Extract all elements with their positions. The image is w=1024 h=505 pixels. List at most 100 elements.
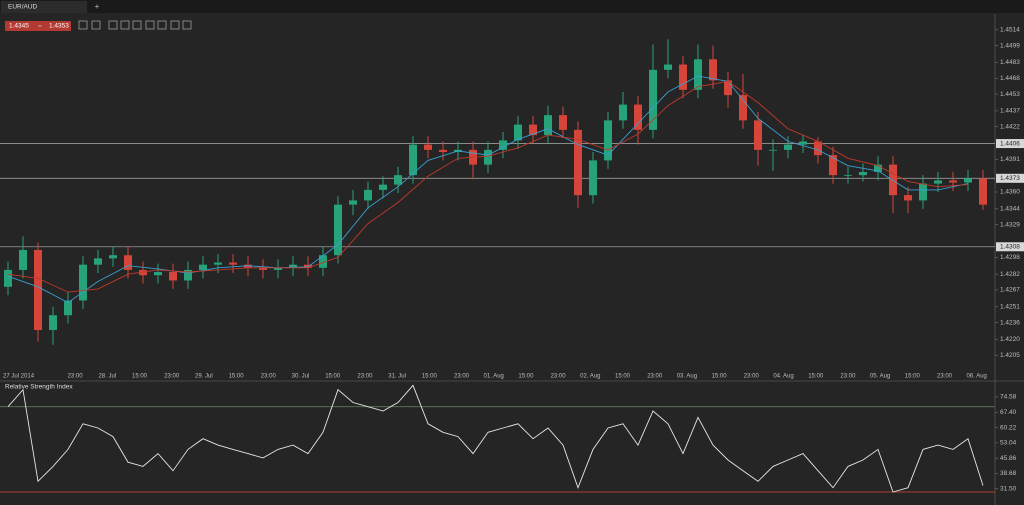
tab-title[interactable]: EUR/AUD: [8, 4, 38, 11]
x-tick-label: 01. Aug: [484, 374, 504, 380]
x-tick-label: 23:00: [937, 374, 953, 380]
candle-body: [289, 264, 297, 268]
candle-body: [4, 269, 12, 287]
tab[interactable]: [1, 1, 87, 13]
candle-body: [724, 80, 732, 96]
rsi-title: Relative Strength Index: [5, 384, 73, 391]
y-tick-label: 74.58: [1000, 394, 1017, 401]
candle-body: [349, 200, 357, 205]
x-tick-label: 15:00: [905, 374, 921, 380]
x-tick-label: 06. Aug: [967, 374, 987, 380]
candle-body: [529, 124, 537, 136]
x-tick-label: 15:00: [615, 374, 631, 380]
y-tick-label: 1.4251: [1000, 304, 1020, 311]
candle-body: [199, 264, 207, 270]
y-tick-label: 1.4298: [1000, 254, 1020, 261]
x-tick-label: 15:00: [229, 374, 245, 380]
candle-body: [604, 120, 612, 161]
y-tick-label: 1.4391: [1000, 156, 1020, 163]
candle-body: [874, 164, 882, 172]
y-tick-label: 1.4483: [1000, 59, 1020, 66]
x-tick-label: 23:00: [647, 374, 663, 380]
objects-button[interactable]: [157, 20, 167, 30]
level-label: 1.4406: [1000, 140, 1020, 147]
candle-body: [769, 149, 777, 151]
candle-body: [244, 264, 252, 268]
level-label-box: [996, 139, 1024, 149]
x-tick-label: 23:00: [840, 374, 856, 380]
chart-type-button[interactable]: [108, 20, 118, 30]
candle-body: [499, 140, 507, 150]
x-tick-label: 30. Jul: [292, 374, 310, 380]
y-tick-label: 1.4282: [1000, 271, 1020, 278]
y-tick-label: 1.4422: [1000, 123, 1020, 130]
level-label: 1.4308: [1000, 243, 1020, 250]
draw-button[interactable]: [182, 20, 192, 30]
y-tick-label: 1.4453: [1000, 91, 1020, 98]
candle-body: [49, 315, 57, 330]
candle-body: [34, 249, 42, 330]
candle-body: [844, 175, 852, 176]
x-tick-label: 05. Aug: [870, 374, 890, 380]
y-tick-label: 1.4437: [1000, 108, 1020, 115]
x-tick-label: 15:00: [325, 374, 341, 380]
candle-body: [364, 189, 372, 201]
candle-body: [79, 264, 87, 301]
y-tick-label: 67.40: [1000, 409, 1017, 416]
quote-icon: ⇔: [37, 24, 43, 30]
zoom-out-button[interactable]: [91, 20, 101, 30]
x-tick-label: 15:00: [422, 374, 438, 380]
candle-body: [634, 104, 642, 130]
x-tick-label: 29. Jul: [195, 374, 213, 380]
y-tick-label: 1.4360: [1000, 189, 1020, 196]
candle-body: [979, 178, 987, 205]
candle-body: [619, 104, 627, 121]
candle-body: [154, 272, 162, 276]
candle-body: [259, 267, 267, 270]
settings-button[interactable]: [170, 20, 180, 30]
y-tick-label: 1.4236: [1000, 319, 1020, 326]
candle-body: [754, 120, 762, 150]
x-tick-label: 15:00: [808, 374, 824, 380]
y-tick-label: 45.86: [1000, 455, 1017, 462]
candle-body: [784, 144, 792, 150]
y-tick-label: 1.4468: [1000, 75, 1020, 82]
x-tick-label: 15:00: [518, 374, 534, 380]
candle-body: [124, 255, 132, 270]
x-tick-label: 28. Jul: [98, 374, 116, 380]
candle-body: [439, 149, 447, 152]
x-tick-label: 31. Jul: [388, 374, 406, 380]
candle-body: [574, 129, 582, 196]
new-tab-button[interactable]: +: [95, 2, 100, 11]
candle-body: [409, 144, 417, 176]
candle-body: [664, 64, 672, 70]
candle-body: [19, 249, 27, 270]
level-label-box: [996, 173, 1024, 183]
period-button[interactable]: [120, 20, 130, 30]
x-tick-label: 15:00: [132, 374, 148, 380]
y-tick-label: 1.4205: [1000, 352, 1020, 359]
y-tick-label: 1.4267: [1000, 287, 1020, 294]
ask-price[interactable]: 1.4353: [49, 23, 69, 30]
rsi-line: [7, 384, 984, 493]
level-label: 1.4373: [1000, 175, 1020, 182]
candle-body: [214, 262, 222, 265]
quote-badge[interactable]: [5, 21, 71, 31]
candle-body: [949, 180, 957, 183]
candle-body: [739, 95, 747, 121]
candle-body: [229, 262, 237, 265]
bid-price[interactable]: 1.4345: [9, 23, 29, 30]
y-tick-label: 60.22: [1000, 424, 1017, 431]
x-tick-label: 23:00: [68, 374, 84, 380]
template-button[interactable]: [145, 20, 155, 30]
tab-bar: [0, 0, 1024, 13]
zoom-in-button[interactable]: [78, 20, 88, 30]
x-tick-label: 02. Aug: [580, 374, 600, 380]
y-tick-label: 38.68: [1000, 470, 1017, 477]
x-tick-label: 23:00: [454, 374, 470, 380]
x-tick-label: 04. Aug: [773, 374, 793, 380]
indicators-button[interactable]: [132, 20, 142, 30]
y-tick-label: 53.04: [1000, 440, 1017, 447]
